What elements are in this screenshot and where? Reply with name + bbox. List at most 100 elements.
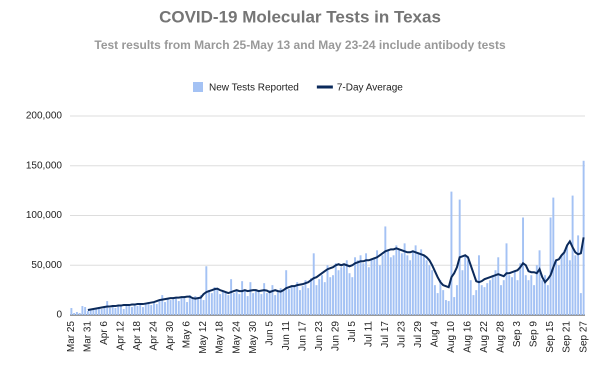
bar [307,288,310,315]
bar [370,259,373,315]
bar [428,265,431,315]
bar [400,253,403,315]
bar [219,294,222,315]
bar [356,260,359,315]
bar [376,250,379,315]
bar [301,286,304,315]
x-tick-label: Jun 23 [314,321,325,351]
bar [433,285,436,315]
bar [158,301,161,315]
bar [541,280,544,315]
x-tick-label: Apr 6 [99,321,110,345]
bar [175,298,177,315]
bar [199,295,202,315]
bar [75,312,78,315]
bar [323,282,326,315]
bar [287,289,290,315]
bar [497,257,500,315]
bar [431,270,434,315]
bar [177,301,180,315]
x-tick-label: May 18 [215,321,226,354]
bar [552,197,555,315]
bar [279,288,282,315]
bar [568,260,571,315]
bar [381,255,384,315]
bar [106,301,109,315]
bar [326,265,329,315]
bar [285,270,288,315]
bar [511,277,513,315]
bar [232,293,235,315]
bar [133,305,136,315]
bar [89,310,92,315]
bar [73,313,76,315]
x-tick-label: Sep 27 [578,321,589,353]
bar [502,280,505,315]
bar [92,309,95,315]
bar [216,289,219,315]
bar [194,296,197,315]
bar [191,298,194,315]
bar [293,285,296,315]
x-tick-label: Sep 15 [545,321,556,353]
bar [95,308,98,315]
bar [298,290,301,315]
bar [238,294,241,315]
bar [555,260,558,315]
bar [213,287,216,315]
bar [519,263,522,315]
bar [422,255,425,315]
bar [505,243,508,315]
legend-label: New Tests Reported [209,83,299,94]
bar [359,255,362,315]
x-tick-label: Jul 11 [363,321,374,347]
bar [172,299,175,315]
x-tick-label: Aug 4 [430,321,441,348]
x-tick-label: Mar 25 [66,321,77,353]
x-tick-label: Jun 11 [281,321,292,351]
bar [290,287,293,315]
bar [522,217,524,315]
bar [516,280,519,315]
x-tick-label: Jun 5 [264,321,275,346]
x-tick-label: Sep 9 [529,321,540,348]
bar [420,249,423,315]
bar [183,296,186,315]
bar [119,305,122,315]
bar [378,265,381,315]
bar [367,267,370,315]
bar [527,280,530,315]
bar [472,295,475,315]
bar [411,250,414,315]
bar [180,297,183,315]
bar [210,293,213,315]
bar [315,285,318,315]
bar [100,309,103,315]
bar [139,303,142,315]
bar [169,300,172,315]
bar [392,255,395,315]
bar [125,304,128,315]
x-tick-label: Jul 17 [380,321,391,348]
bar [340,267,343,315]
bar [235,290,238,315]
bar [136,306,139,315]
bar [97,307,100,315]
bar [447,301,450,315]
bar [114,308,117,315]
y-tick-label: 50,000 [31,260,62,271]
bar [351,277,354,315]
bar [321,275,323,315]
x-tick-label: Aug 22 [479,321,490,353]
bar [86,311,89,315]
y-tick-label: 150,000 [26,160,63,171]
bar [78,313,81,315]
y-tick-label: 0 [56,310,62,321]
bar [268,290,271,315]
bar [265,293,268,315]
bar [444,300,447,315]
chart-subtitle: Test results from March 25-May 13 and Ma… [94,38,506,52]
bar [513,270,516,315]
bar [246,296,249,315]
bar [81,306,84,315]
